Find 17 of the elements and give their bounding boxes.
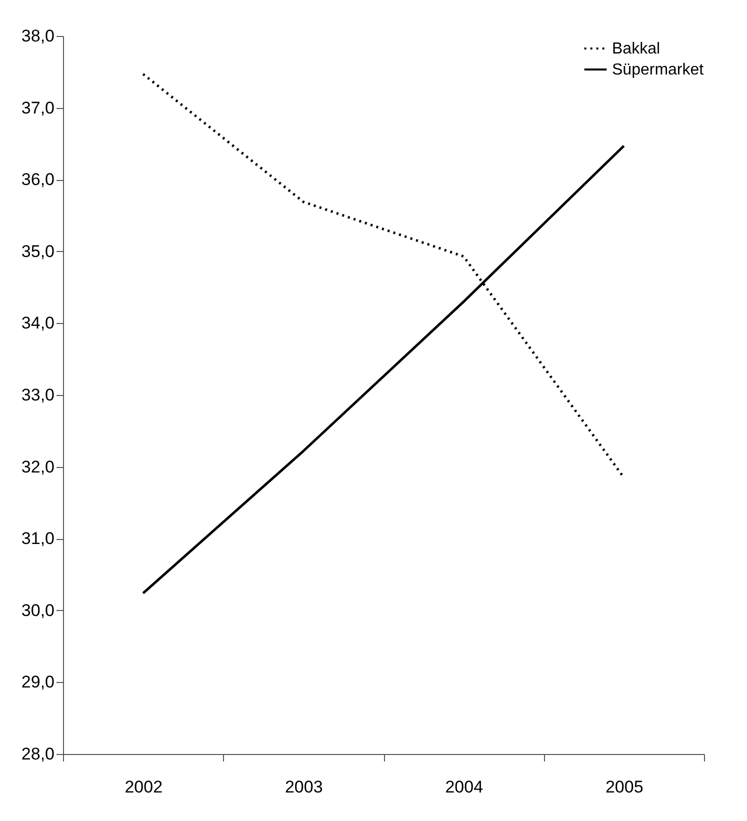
y-tick-label: 36,0 [21, 170, 54, 190]
legend-label: Bakkal [612, 40, 660, 58]
x-tick-label: 2002 [124, 778, 163, 796]
y-tick-label: 29,0 [21, 672, 54, 692]
y-tick-label: 35,0 [21, 242, 54, 261]
y-tick-label: 31,0 [21, 529, 54, 548]
y-tick-label: 38,0 [21, 26, 54, 46]
x-tick-label: 2004 [445, 778, 484, 796]
y-tick-label: 32,0 [21, 457, 54, 476]
legend-label: Süpermarket [612, 62, 704, 78]
x-tick-label: 2003 [284, 778, 323, 796]
y-tick-label: 30,0 [21, 600, 54, 620]
y-tick-label: 28,0 [21, 744, 54, 764]
y-tick-label: 33,0 [21, 386, 54, 404]
y-tick-label: 37,0 [21, 98, 54, 118]
y-tick-label: 34,0 [21, 314, 54, 333]
x-tick-label: 2005 [605, 778, 644, 796]
